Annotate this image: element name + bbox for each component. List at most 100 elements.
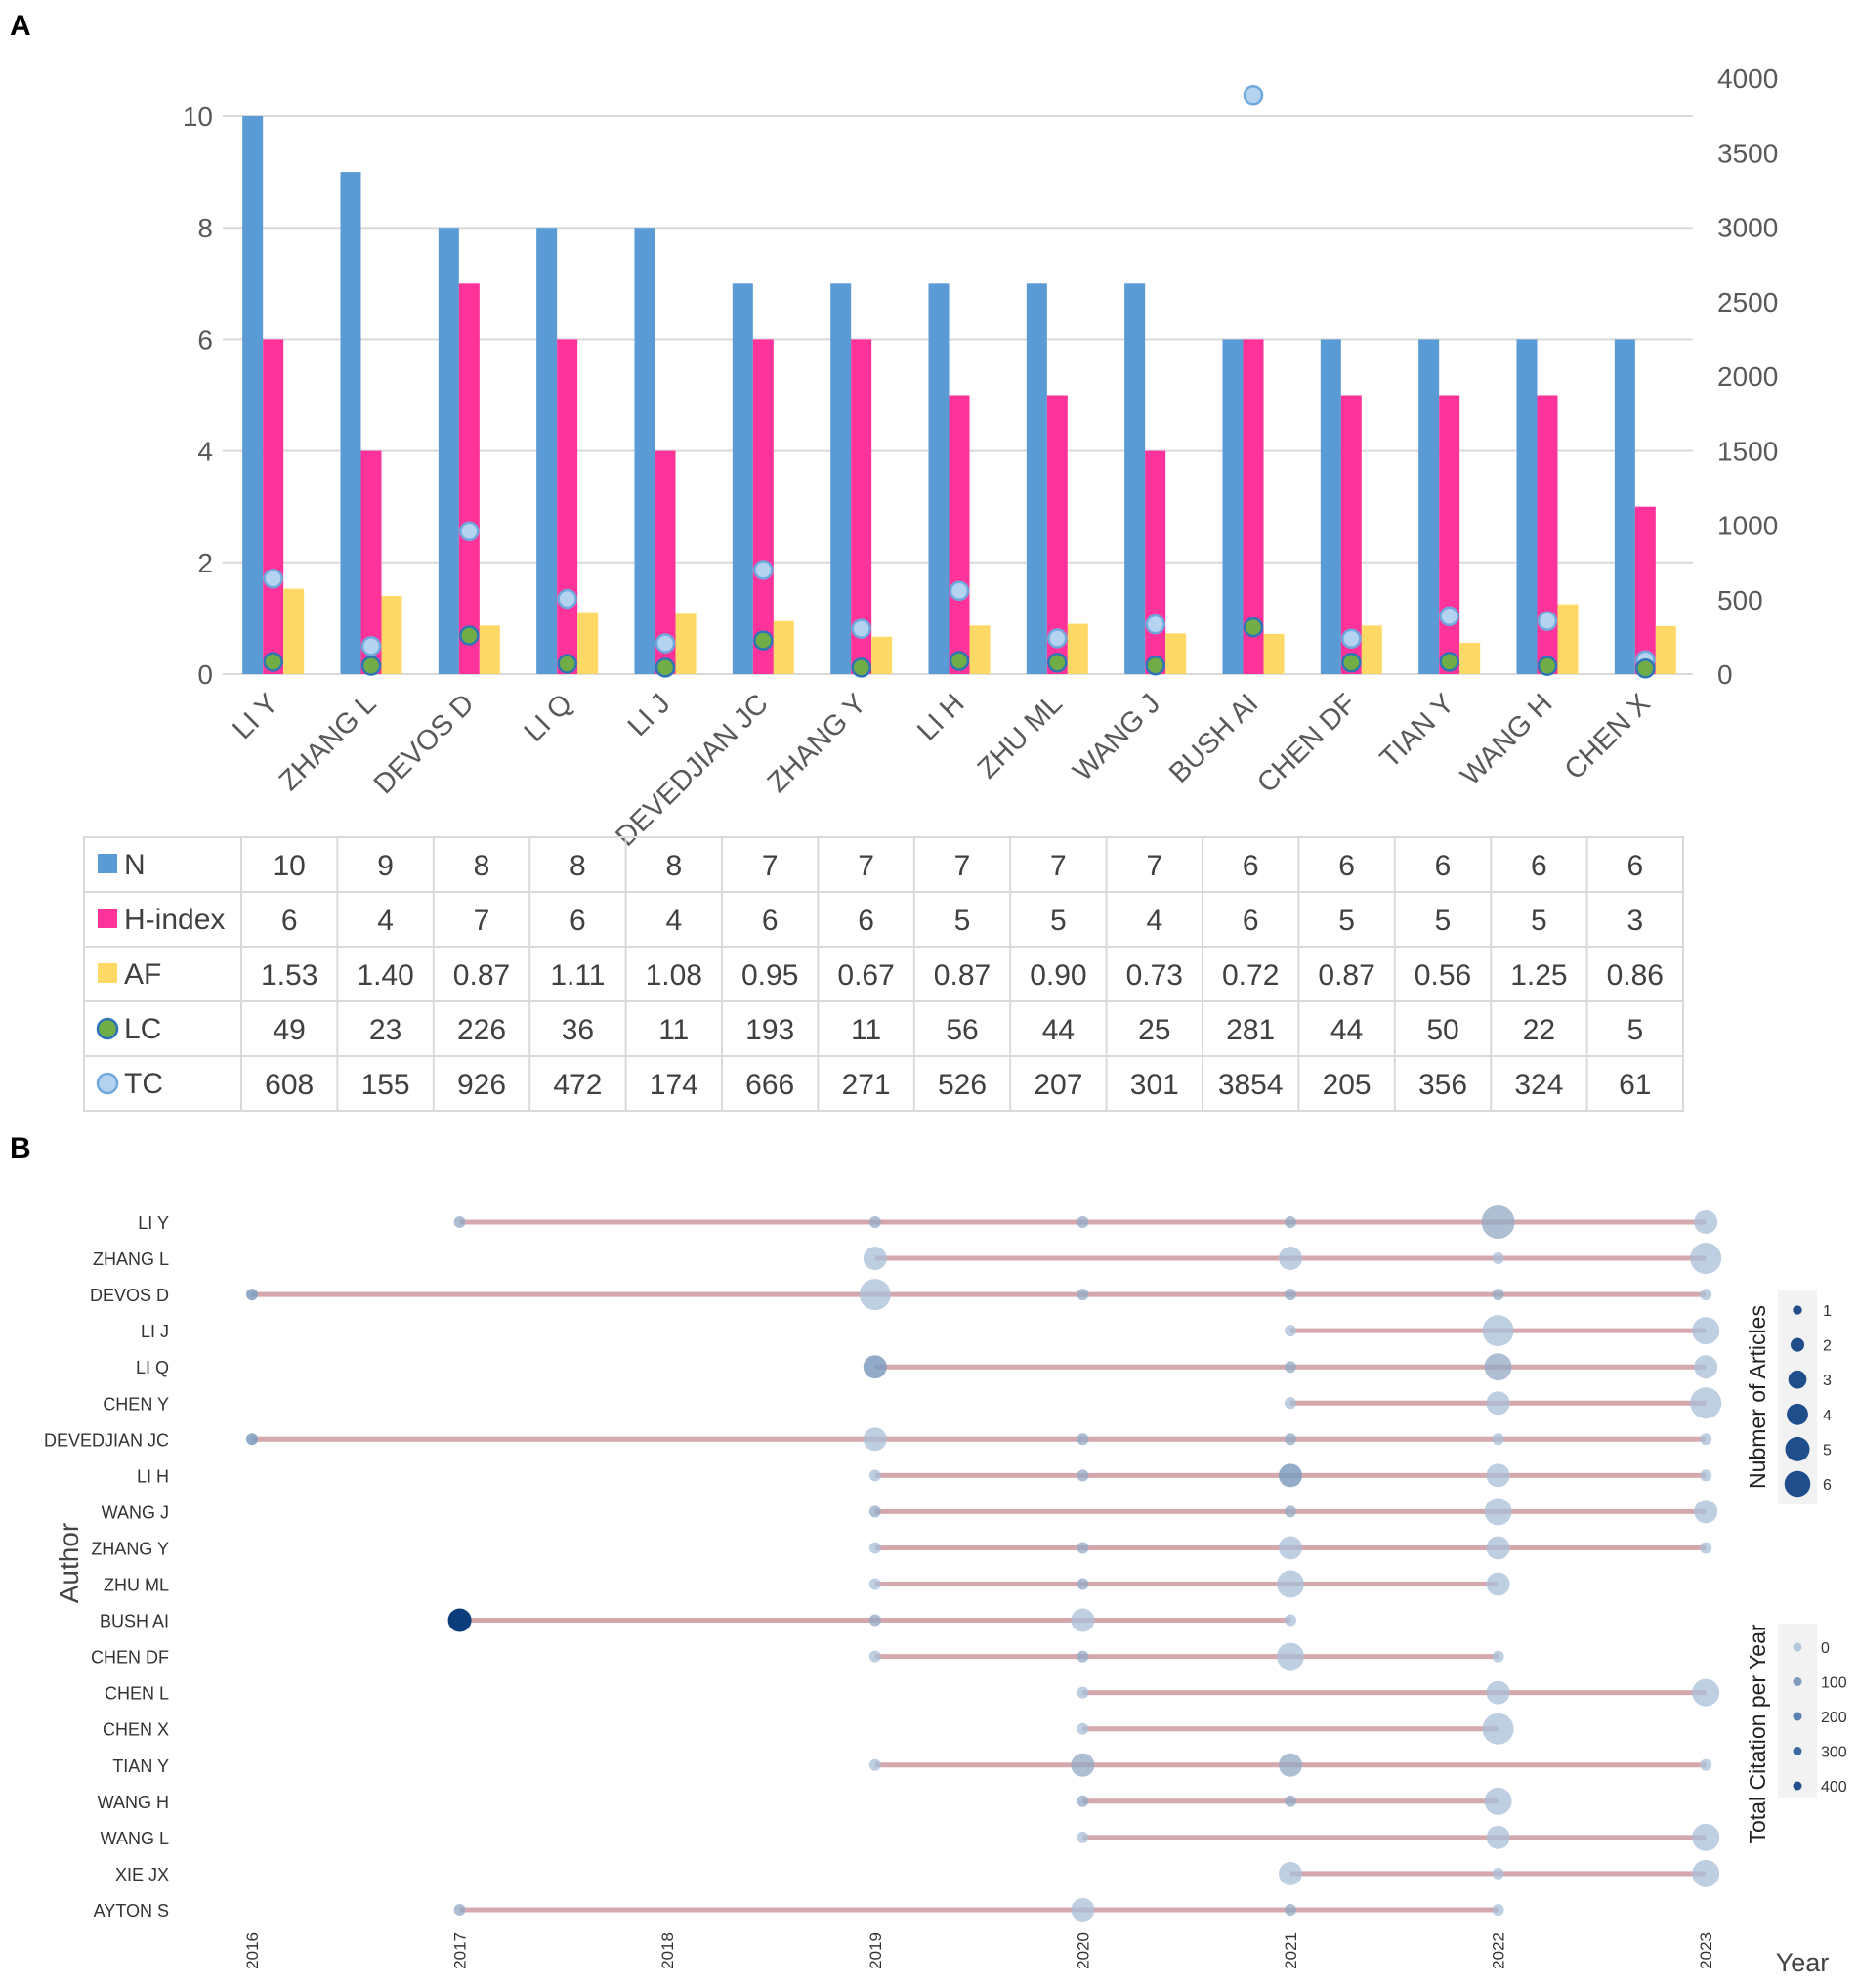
legend-tc-value: 0	[1821, 1640, 1830, 1657]
marker-lc	[851, 657, 871, 678]
table-cell: 5	[1338, 905, 1355, 937]
author-year-point	[1690, 1387, 1722, 1419]
author-year-point	[1285, 1325, 1296, 1337]
table-cell: 0.87	[934, 959, 991, 992]
legend-tc-value: 300	[1821, 1745, 1847, 1761]
left-tick-label: 4	[197, 437, 213, 467]
table-cell: 4	[1146, 905, 1162, 937]
marker-lc	[1635, 657, 1656, 679]
bar-n	[536, 228, 558, 674]
legend-articles-dot	[1793, 1305, 1802, 1315]
legend-tc-dot	[1793, 1781, 1802, 1791]
author-year-point	[1492, 1903, 1504, 1916]
category-label: LI J	[622, 688, 677, 742]
table-cell: 1.08	[646, 959, 702, 992]
legend-articles-value: 1	[1823, 1303, 1832, 1320]
right-tick-label: 0	[1717, 659, 1733, 690]
right-tick-label: 3500	[1717, 138, 1778, 168]
author-year-point	[1484, 1498, 1512, 1526]
marker-lc	[360, 656, 382, 676]
legend-swatch-tc	[96, 1072, 119, 1095]
marker-lc	[557, 654, 577, 674]
author-year-point	[1285, 1903, 1296, 1916]
table-cell: 11	[658, 1014, 689, 1046]
marker-tc	[753, 560, 774, 580]
author-year-point	[1071, 1608, 1095, 1632]
author-year-point	[1692, 1823, 1720, 1851]
table-cell: 3	[1626, 905, 1643, 937]
chart-a-bars	[242, 116, 1676, 675]
marker-tc	[263, 569, 283, 589]
table-cell: 50	[1426, 1014, 1458, 1046]
bar-h	[1243, 339, 1264, 674]
chart-b-y-axis-title: Author	[54, 1523, 84, 1604]
author-label: ZHU ML	[104, 1576, 169, 1595]
author-year-point	[1694, 1355, 1718, 1379]
marker-lc	[1047, 653, 1068, 673]
author-year-point	[1071, 1753, 1095, 1777]
author-year-point	[868, 1758, 881, 1771]
marker-tc	[1439, 606, 1459, 626]
author-year-point	[859, 1279, 891, 1311]
table-cell: 0.86	[1607, 959, 1664, 992]
author-label: TIAN Y	[112, 1756, 169, 1776]
author-year-point	[1277, 1642, 1304, 1671]
bar-af	[1165, 633, 1187, 674]
table-cell: 324	[1514, 1069, 1563, 1101]
marker-tc	[1145, 613, 1165, 635]
table-cell: 11	[851, 1014, 881, 1046]
legend-articles-dot	[1785, 1436, 1810, 1461]
marker-tc	[557, 588, 577, 610]
author-label: ZHANG Y	[91, 1539, 169, 1558]
category-label: ZHANG L	[274, 688, 383, 797]
right-tick-label: 500	[1717, 585, 1763, 615]
marker-lc	[1341, 653, 1362, 673]
bar-n	[340, 172, 361, 675]
bar-h	[1145, 450, 1166, 674]
table-cell: 8	[474, 850, 490, 882]
author-label: LI H	[137, 1466, 169, 1486]
table-cell: 4	[377, 905, 394, 937]
table-cell: 472	[553, 1069, 602, 1101]
left-tick-label: 2	[197, 548, 213, 578]
legend-number-of-articles: Nubmer of Articles 1 2 3 4 5 6	[1745, 1290, 1832, 1504]
table-cell: 356	[1418, 1069, 1467, 1101]
chart-a: 0 2 4 6 8 10 0 500 1000 1500 2000 2500 3000 3500 4000…	[83, 63, 1778, 1112]
author-label: LI Y	[138, 1213, 169, 1233]
author-year-point	[1279, 1247, 1302, 1271]
table-cell: 6	[762, 905, 779, 937]
table-cell: 5	[1050, 905, 1067, 937]
author-label: LI Q	[136, 1358, 169, 1377]
category-label: DEVOS D	[368, 688, 481, 800]
marker-tc	[459, 521, 480, 542]
right-tick-label: 1500	[1717, 436, 1778, 466]
bar-h	[1046, 395, 1068, 674]
author-year-point	[1690, 1243, 1722, 1275]
right-tick-label: 1000	[1717, 511, 1778, 541]
author-year-point	[1492, 1433, 1504, 1446]
table-cell: 1.11	[550, 959, 605, 992]
table-row-header: AF	[124, 958, 161, 991]
chart-a-markers	[263, 85, 1656, 679]
author-year-point	[1700, 1758, 1712, 1771]
legend-total-citation-per-year: Total Citation per Year 0 100 200 300 400	[1745, 1624, 1847, 1844]
category-label: ZHANG Y	[762, 688, 872, 798]
legend-tc-background	[1778, 1624, 1817, 1798]
bar-h	[557, 339, 578, 674]
author-year-point	[1700, 1289, 1712, 1301]
author-year-point	[1482, 1713, 1514, 1745]
author-year-point	[1285, 1289, 1296, 1301]
table-cell: 0.67	[837, 959, 894, 992]
author-year-point	[868, 1578, 881, 1590]
chart-b-points	[246, 1205, 1722, 1922]
author-year-point	[1077, 1686, 1089, 1699]
chart-b-x-axis-title: Year	[1776, 1948, 1830, 1977]
table-cell: 10	[274, 850, 306, 882]
author-year-point	[1077, 1650, 1089, 1663]
author-label: CHEN DF	[91, 1648, 169, 1668]
table-cell: 7	[954, 850, 971, 882]
author-label: WANG J	[102, 1502, 169, 1522]
bar-af	[675, 613, 697, 674]
bar-af	[1067, 623, 1088, 674]
